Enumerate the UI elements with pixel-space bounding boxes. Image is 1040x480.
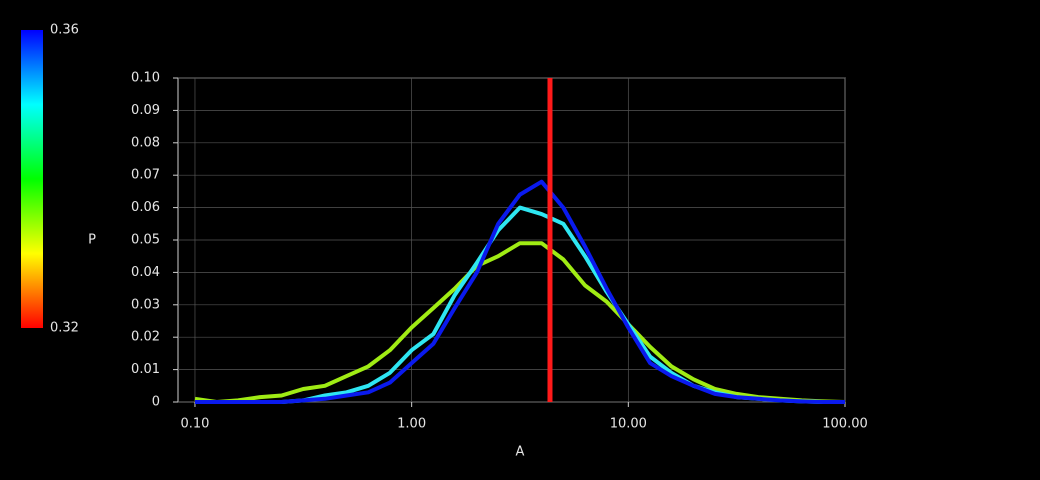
y-tick-label: 0.01	[131, 362, 160, 377]
colorbar-tick-label: 0.36	[50, 23, 79, 38]
y-tick-label: 0.03	[131, 297, 160, 312]
colorbar-tick-label: 0.32	[50, 321, 79, 336]
y-tick-label: 0.06	[131, 200, 160, 215]
x-tick-label: 1.00	[397, 417, 426, 432]
y-tick-label: 0.10	[131, 71, 160, 86]
x-tick-label: 0.10	[180, 417, 209, 432]
y-tick-label: 0.09	[131, 103, 160, 118]
colorbar	[21, 30, 43, 328]
x-tick-label: 10.00	[610, 417, 647, 432]
y-tick-label: 0.04	[131, 265, 160, 280]
y-tick-label: 0.07	[131, 168, 160, 183]
y-tick-label: 0.02	[131, 330, 160, 345]
x-tick-label: 100.00	[822, 417, 868, 432]
x-axis-label: A	[516, 445, 525, 460]
y-tick-label: 0	[152, 395, 160, 410]
colorbar-title: P	[88, 233, 96, 248]
series-line	[194, 241, 846, 404]
series-line	[195, 179, 845, 404]
y-tick-label: 0.05	[131, 233, 160, 248]
y-tick-label: 0.08	[131, 135, 160, 150]
